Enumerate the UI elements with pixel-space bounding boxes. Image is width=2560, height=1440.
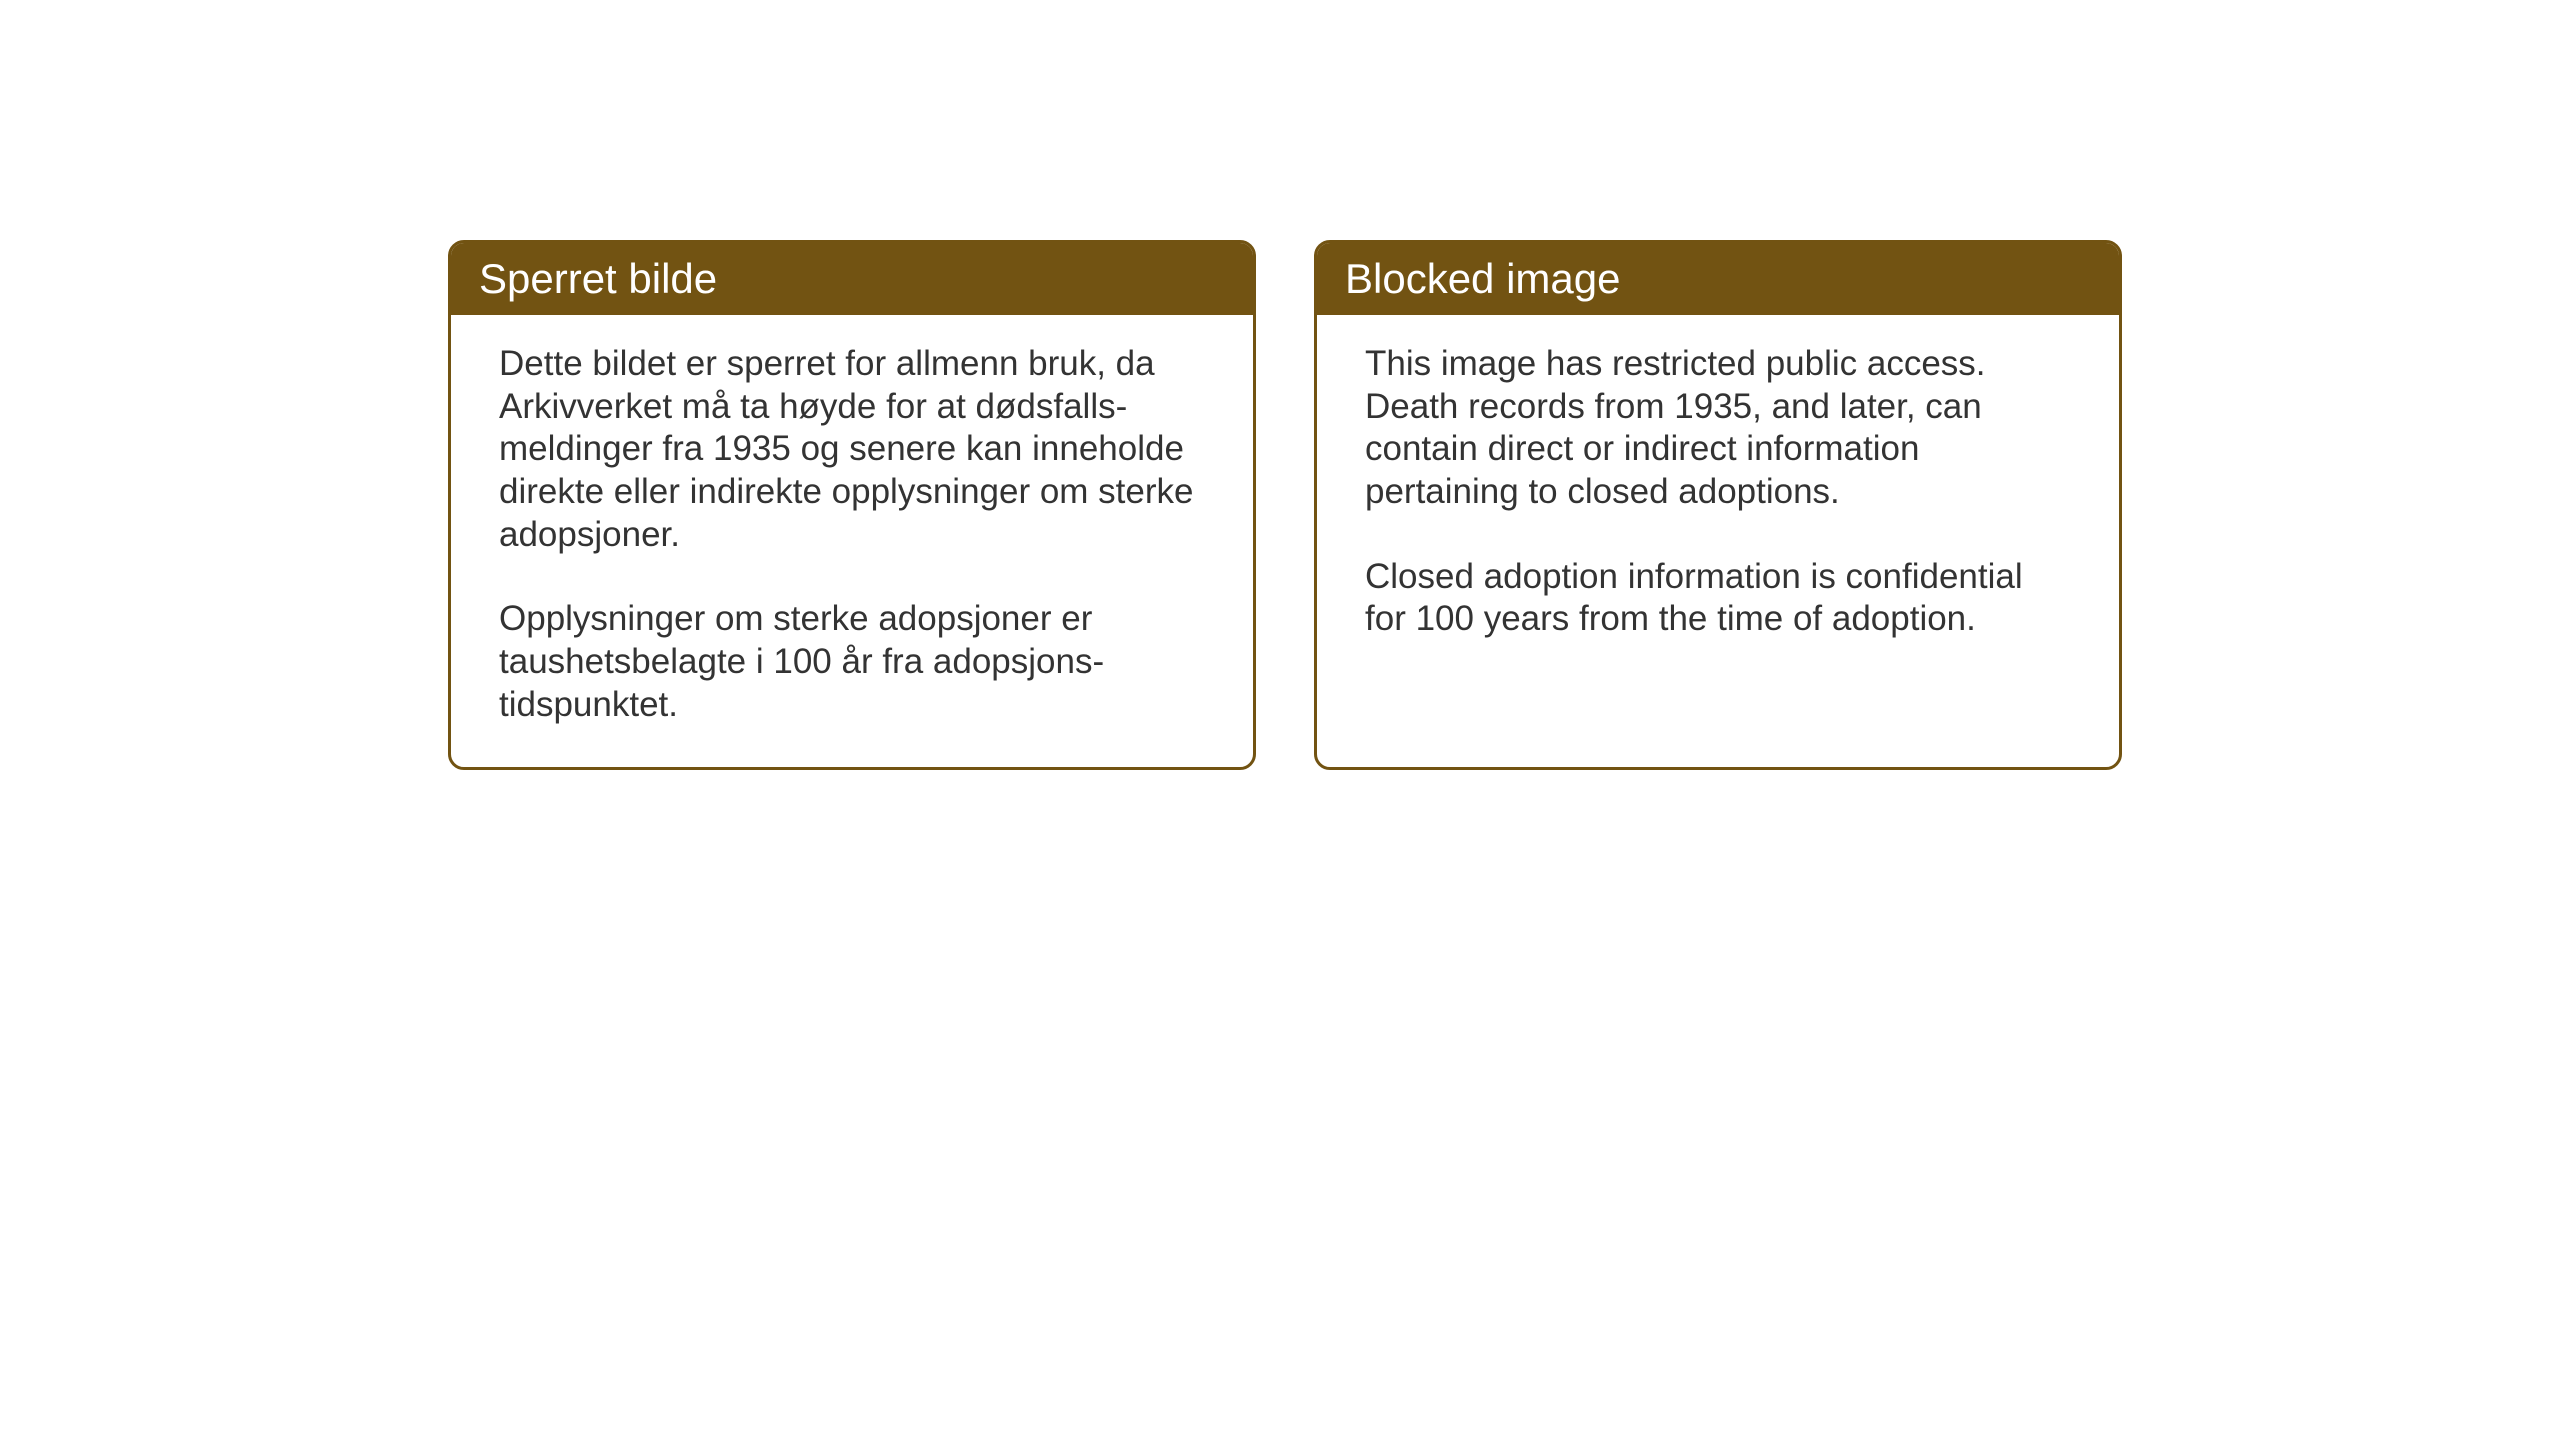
- paragraph-english-2: Closed adoption information is confident…: [1365, 556, 2071, 641]
- paragraph-norwegian-2: Opplysninger om sterke adopsjoner er tau…: [499, 598, 1205, 726]
- card-header-english: Blocked image: [1317, 243, 2119, 315]
- card-title-english: Blocked image: [1345, 255, 1620, 302]
- card-header-norwegian: Sperret bilde: [451, 243, 1253, 315]
- card-body-norwegian: Dette bildet er sperret for allmenn bruk…: [451, 315, 1253, 767]
- paragraph-english-1: This image has restricted public access.…: [1365, 343, 2071, 514]
- paragraph-norwegian-1: Dette bildet er sperret for allmenn bruk…: [499, 343, 1205, 556]
- card-body-english: This image has restricted public access.…: [1317, 315, 2119, 681]
- notice-container: Sperret bilde Dette bildet er sperret fo…: [448, 240, 2122, 770]
- notice-card-english: Blocked image This image has restricted …: [1314, 240, 2122, 770]
- card-title-norwegian: Sperret bilde: [479, 255, 717, 302]
- notice-card-norwegian: Sperret bilde Dette bildet er sperret fo…: [448, 240, 1256, 770]
